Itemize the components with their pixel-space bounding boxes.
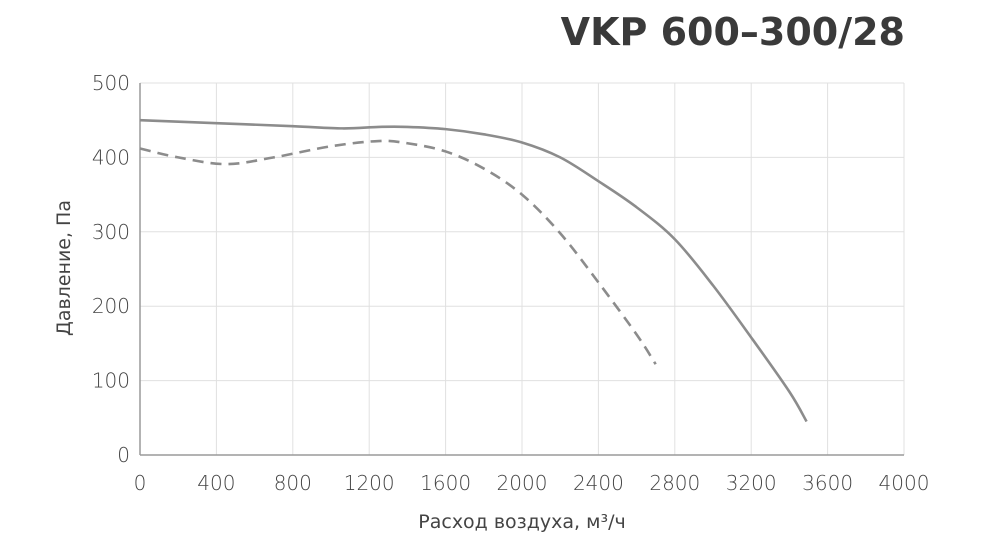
y-tick-labels: 0 100 200 300 400 500 [92, 71, 130, 467]
grid-lines [140, 82, 905, 455]
series-line-solid [139, 118, 808, 423]
x-tick-labels: 0 400 800 1200 1600 2000 2400 2800 3200 3600 4000 [134, 471, 930, 495]
x-tick-label: 1600 [420, 471, 471, 495]
y-tick-label: 300 [92, 220, 130, 244]
y-tick-label: 500 [92, 71, 130, 95]
x-tick-label: 2800 [649, 471, 700, 495]
series-lines [139, 118, 808, 423]
series-line-dashed [139, 139, 657, 365]
y-tick-label: 100 [92, 369, 130, 393]
x-axis-label: Расход воздуха, м³/ч [418, 511, 625, 533]
y-tick-label: 400 [92, 145, 130, 169]
x-tick-label: 0 [134, 471, 147, 495]
x-tick-label: 3600 [802, 471, 853, 495]
y-tick-label: 0 [117, 443, 130, 467]
x-tick-label: 3200 [726, 471, 777, 495]
x-tick-label: 2400 [573, 471, 624, 495]
x-tick-label: 800 [274, 471, 312, 495]
x-tick-label: 4000 [879, 471, 930, 495]
axes [139, 83, 904, 456]
x-tick-label: 2000 [497, 471, 548, 495]
chart-title: VKP 600–300/28 [561, 10, 905, 54]
y-tick-label: 200 [92, 294, 130, 318]
y-axis-label: Давление, Па [53, 200, 75, 336]
x-tick-label: 1200 [344, 471, 395, 495]
x-tick-label: 400 [197, 471, 235, 495]
